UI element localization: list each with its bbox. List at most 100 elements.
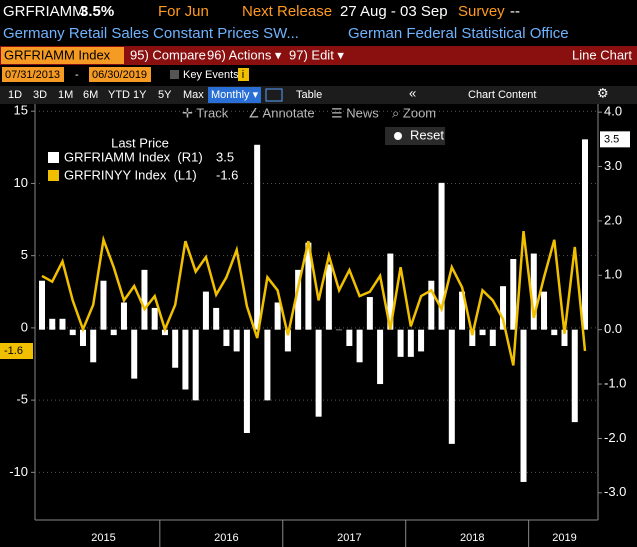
y-tick-label: 10 <box>14 175 28 190</box>
collapse-button[interactable]: « <box>409 85 416 100</box>
frequency[interactable]: Monthly ▾ <box>211 89 259 101</box>
bar <box>39 280 45 330</box>
bar <box>448 329 455 444</box>
bar <box>172 329 179 368</box>
bar <box>510 258 517 330</box>
period-button[interactable]: 6M <box>83 89 98 101</box>
bar <box>69 329 76 336</box>
menu-bar <box>0 46 637 65</box>
last-value-label: -1.6 <box>4 345 23 357</box>
bar <box>366 297 373 330</box>
bar <box>541 291 548 330</box>
y2-tick-label: 1.0 <box>604 267 622 282</box>
compare-button[interactable]: 95) Compare <box>130 47 206 62</box>
reset-icon[interactable] <box>394 132 402 140</box>
last-value: 3.5% <box>80 3 114 20</box>
last-value-label: 3.5 <box>604 133 619 145</box>
track-tool[interactable]: ✛ Track <box>182 105 229 120</box>
reset-button[interactable]: Reset <box>410 127 444 142</box>
security-box[interactable] <box>1 47 124 64</box>
bar <box>407 329 414 357</box>
reset-box[interactable] <box>385 127 445 145</box>
actions-button[interactable]: 96) Actions ▾ <box>207 47 282 62</box>
bar <box>90 329 97 363</box>
legend-value: -1.6 <box>216 167 238 182</box>
end-date[interactable]: 06/30/2019 <box>92 69 147 81</box>
y2-tick-label: 4.0 <box>604 104 622 119</box>
bar <box>551 329 558 336</box>
legend-swatch <box>48 170 59 181</box>
bar <box>325 264 332 330</box>
period-button[interactable]: 1Y <box>133 89 147 101</box>
period-button[interactable]: 5Y <box>158 89 172 101</box>
bar <box>582 139 588 330</box>
bar <box>489 329 496 346</box>
bar <box>213 307 220 330</box>
end-date-box[interactable] <box>89 67 151 82</box>
last-value-tag <box>600 131 630 148</box>
period-button[interactable]: YTD <box>108 89 130 101</box>
survey-value: -- <box>510 3 520 20</box>
x-tick-label: 2018 <box>460 532 484 544</box>
source: German Federal Statistical Office <box>348 25 569 42</box>
bar <box>520 329 527 482</box>
bar <box>182 329 189 390</box>
annotate-tool[interactable]: ∠ Annotate <box>248 105 315 120</box>
bar <box>459 291 466 330</box>
legend-entry: GRFRINYY Index (L1) <box>64 167 197 182</box>
bar <box>120 302 127 330</box>
bar <box>284 329 291 352</box>
table-button[interactable]: Table <box>296 89 322 101</box>
zoom-tool[interactable]: ⌕ Zoom <box>392 105 436 120</box>
legend-entry: GRFRIAMM Index (R1) <box>64 149 203 164</box>
bar <box>264 329 271 401</box>
period-buttons: 1D 3D 1M 6M YTD 1Y 5Y Max <box>8 89 204 101</box>
bar <box>336 329 343 331</box>
bar <box>233 329 240 352</box>
bar <box>377 329 384 385</box>
bar <box>223 329 230 346</box>
info-icon[interactable] <box>238 68 249 81</box>
bar <box>479 329 486 336</box>
bar <box>561 329 568 346</box>
key-events[interactable]: Key Events <box>183 69 239 81</box>
y-tick-label: -10 <box>9 464 28 479</box>
y2-tick-label: -2.0 <box>604 430 626 445</box>
key-events-checkbox[interactable] <box>170 70 179 79</box>
ticker: GRFRIAMM <box>3 3 85 20</box>
security[interactable]: GRFRIAMM Index <box>4 47 111 62</box>
chart-content-button[interactable]: Chart Content <box>468 89 536 101</box>
y-tick-label: 15 <box>14 103 28 118</box>
bar <box>59 318 66 330</box>
legend-value: 3.5 <box>216 149 234 164</box>
legend-title: Last Price <box>111 135 169 150</box>
settings-button[interactable]: ⚙ <box>597 85 609 100</box>
start-date-box[interactable] <box>2 67 64 82</box>
period-button[interactable]: 1D <box>8 89 22 101</box>
period-button[interactable]: Max <box>183 89 204 101</box>
frequency-box[interactable] <box>208 87 261 103</box>
bar <box>469 329 476 346</box>
survey-label: Survey <box>458 3 505 20</box>
start-date[interactable]: 07/31/2013 <box>5 69 60 81</box>
period-button[interactable]: 3D <box>33 89 47 101</box>
bar <box>315 329 322 417</box>
y2-tick-label: 3.0 <box>604 158 622 173</box>
y2-tick-label: 0.0 <box>604 321 622 336</box>
period-button[interactable]: 1M <box>58 89 73 101</box>
news-tool[interactable]: ☰ News <box>331 105 379 120</box>
bar <box>131 329 138 379</box>
x-tick-label: 2015 <box>91 532 115 544</box>
plot: 15 10 5 0 -5 -10 4.0 3.0 2.0 1.0 0.0 -1.0 -2.0 -3.0 20… <box>0 103 630 547</box>
bar <box>110 329 117 336</box>
info[interactable]: i <box>242 69 244 81</box>
chart-icon[interactable] <box>265 88 283 102</box>
view-button[interactable]: Line Chart <box>572 47 632 62</box>
edit-button[interactable]: 97) Edit ▾ <box>289 47 344 62</box>
bar <box>387 253 394 330</box>
bar <box>571 329 578 423</box>
bar <box>305 242 312 330</box>
bar <box>202 291 209 330</box>
bar <box>79 329 86 346</box>
